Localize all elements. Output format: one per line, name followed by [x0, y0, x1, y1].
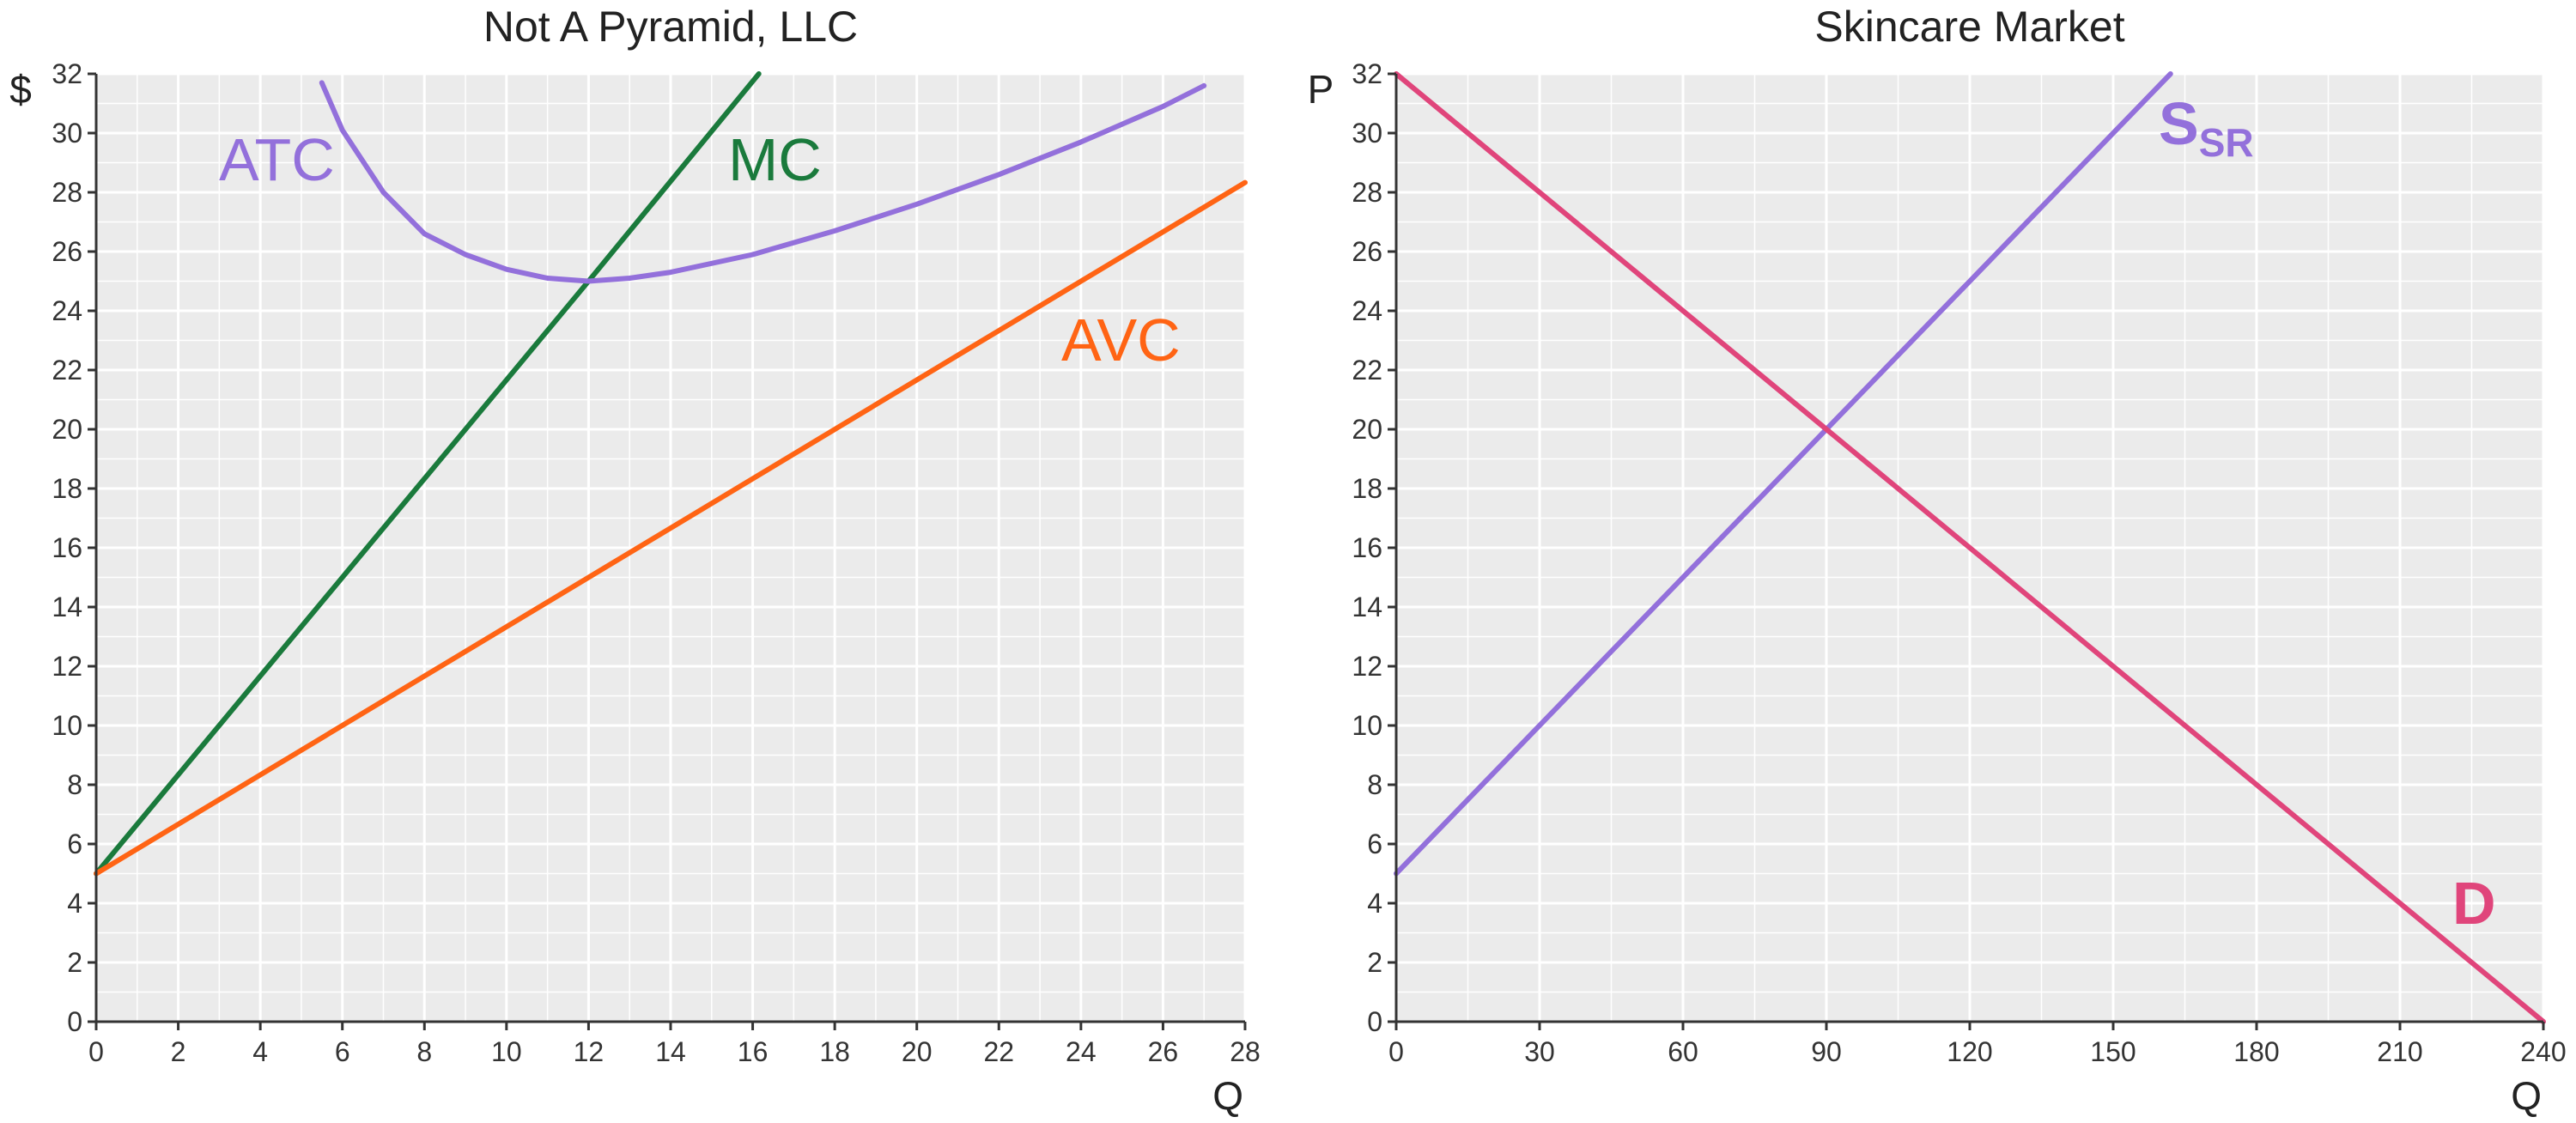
y-tick-label: 14: [1352, 592, 1382, 622]
y-tick-label: 2: [1367, 947, 1382, 978]
x-tick-label: 150: [2090, 1036, 2136, 1067]
y-tick-label: 10: [52, 710, 82, 741]
y-tick-label: 32: [52, 58, 82, 89]
y-tick-label: 28: [52, 177, 82, 208]
y-tick-label: 14: [52, 592, 82, 622]
x-tick-label: 20: [902, 1036, 933, 1067]
y-tick-label: 12: [52, 651, 82, 682]
y-tick-label: 24: [52, 295, 82, 326]
y-tick-label: 16: [1352, 532, 1382, 563]
supply-curve-label: SSR: [2159, 90, 2254, 165]
series-lines: [94, 71, 1248, 877]
tick-labels: 0 2 4 6 8 10 12 14 16 18 20 22 24 26 28024681012141618…: [52, 58, 1260, 1067]
left-chart: 0 2 4 6 8 10 12 14 16 18 20 22 24 26 28024681012141618…: [9, 3, 1261, 1118]
gridlines: [1394, 72, 2545, 1023]
y-tick-label: 24: [1352, 295, 1382, 326]
atc-curve-label: ATC: [219, 126, 335, 193]
y-tick-label: 20: [1352, 414, 1382, 445]
x-tick-label: 120: [1947, 1036, 1992, 1067]
x-tick-label: 18: [819, 1036, 850, 1067]
y-tick-label: 30: [1352, 118, 1382, 149]
y-tick-label: 2: [67, 947, 82, 978]
y-tick-label: 4: [67, 888, 82, 919]
chart-title: Skincare Market: [1814, 3, 2124, 51]
x-tick-label: 22: [983, 1036, 1014, 1067]
gridlines: [94, 72, 1247, 1023]
x-tick-label: 30: [1524, 1036, 1555, 1067]
y-tick-label: 32: [1352, 58, 1382, 89]
supply-label-main: S: [2159, 90, 2199, 157]
y-tick-label: 6: [1367, 829, 1382, 859]
series-lines: [1394, 71, 2546, 1024]
y-tick-label: 12: [1352, 651, 1382, 682]
x-tick-label: 60: [1668, 1036, 1698, 1067]
y-tick-label: 16: [52, 532, 82, 563]
y-tick-label: 4: [1367, 888, 1382, 919]
y-tick-label: 18: [52, 473, 82, 504]
x-tick-label: 240: [2520, 1036, 2566, 1067]
x-tick-label: 26: [1148, 1036, 1179, 1067]
series-atc-line: [319, 80, 1207, 284]
x-tick-label: 2: [171, 1036, 186, 1067]
x-tick-label: 8: [416, 1036, 432, 1067]
y-tick-label: 18: [1352, 473, 1382, 504]
series-avc-line: [94, 179, 1248, 877]
mc-curve-label: MC: [728, 126, 822, 193]
y-tick-label: 10: [1352, 710, 1382, 741]
y-tick-label: 0: [1367, 1006, 1382, 1037]
y-tick-label: 30: [52, 118, 82, 149]
supply-label-subscript: SR: [2199, 120, 2254, 165]
demand-curve-label: D: [2452, 870, 2496, 937]
x-tick-label: 10: [491, 1036, 522, 1067]
avc-curve-label: AVC: [1061, 307, 1181, 373]
x-axis-label: Q: [2511, 1073, 2542, 1118]
x-tick-label: 210: [2377, 1036, 2422, 1067]
y-tick-label: 6: [67, 829, 82, 859]
x-tick-label: 24: [1066, 1036, 1097, 1067]
x-tick-label: 6: [335, 1036, 350, 1067]
tick-labels: 0 30 60 90 120 150 180 210 240024681012141618202…: [1352, 58, 2566, 1067]
x-tick-label: 16: [738, 1036, 769, 1067]
x-tick-label: 180: [2233, 1036, 2279, 1067]
x-tick-label: 12: [574, 1036, 605, 1067]
y-tick-label: 28: [1352, 177, 1382, 208]
y-tick-label: 8: [67, 769, 82, 800]
y-axis-label: $: [9, 67, 32, 112]
chart-title: Not A Pyramid, LLC: [483, 3, 858, 51]
y-tick-label: 26: [1352, 236, 1382, 267]
x-tick-label: 4: [252, 1036, 268, 1067]
x-tick-label: 90: [1811, 1036, 1842, 1067]
y-tick-label: 22: [52, 355, 82, 385]
y-tick-label: 22: [1352, 355, 1382, 385]
series-d-line: [1394, 71, 2546, 1024]
y-axis-label: P: [1308, 67, 1334, 112]
x-tick-label: 0: [88, 1036, 104, 1067]
y-tick-label: 26: [52, 236, 82, 267]
x-tick-label: 0: [1388, 1036, 1404, 1067]
x-tick-label: 28: [1230, 1036, 1261, 1067]
y-tick-label: 8: [1367, 769, 1382, 800]
right-chart: 0 30 60 90 120 150 180 210 240024681012141618202…: [1308, 3, 2567, 1118]
series-mc-line: [94, 71, 762, 877]
x-tick-label: 14: [655, 1036, 686, 1067]
x-axis-label: Q: [1212, 1073, 1243, 1118]
y-tick-label: 0: [67, 1006, 82, 1037]
y-tick-label: 20: [52, 414, 82, 445]
